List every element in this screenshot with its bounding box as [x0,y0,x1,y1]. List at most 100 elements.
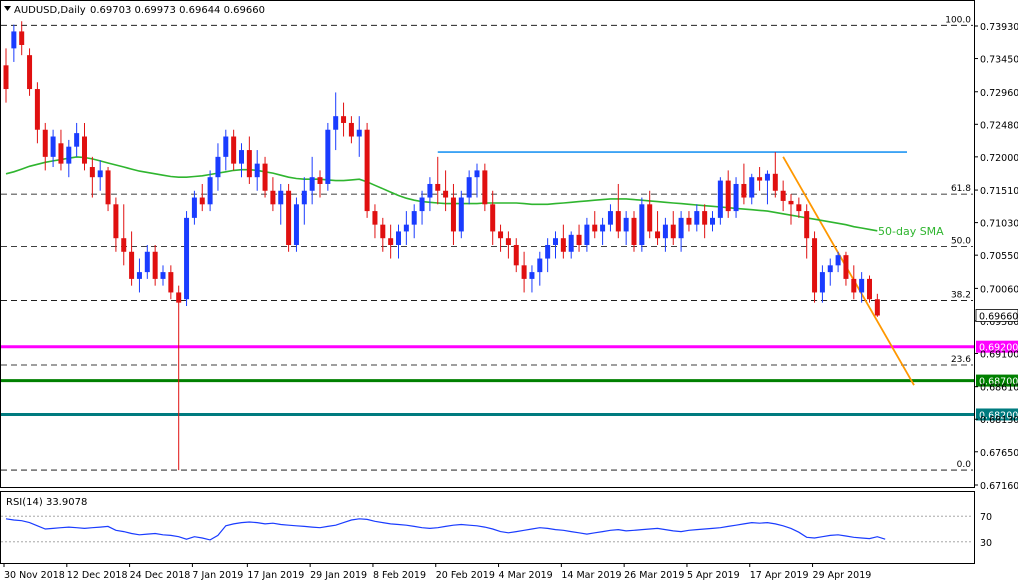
sma-layer [5,156,878,232]
price-tick-label: 0.67160 [980,481,1018,492]
fib-level-label: 100.0 [945,15,971,25]
price-tick-label: 0.72960 [980,88,1018,99]
candle-body [356,129,362,137]
candle-body [372,211,378,225]
candle-body [827,265,833,273]
date-tick-label: 20 Feb 2019 [436,570,495,581]
price-tick-label: 0.68610 [980,383,1018,394]
candle-body [553,238,558,245]
candle-body [184,217,190,300]
candle-body [286,190,292,245]
symbol-label: AUDUSD,Daily [14,5,86,16]
fibonacci-grid: 100.0 61.8 50.0 38.2 23.6 0.0 [1,15,973,471]
price-tick-label: 0.72480 [980,120,1018,131]
rsi-label: RSI(14) 33.9078 [6,497,87,508]
date-tick-label: 8 Feb 2019 [373,570,426,581]
candle-body [317,177,323,184]
candle-body [136,272,142,279]
rsi-level-label: 70 [980,512,992,523]
current-price-tag [975,309,1018,322]
support-lines [1,345,974,416]
candle-body [144,251,150,273]
candle-body [780,190,786,201]
candle-body [788,200,794,205]
candle-body [341,116,347,123]
candle-body [749,177,755,198]
candle-body [168,272,174,293]
candle-body [843,255,849,279]
candle-body [403,224,409,232]
support-price-tag [976,408,1018,421]
candle-body [741,183,747,198]
date-tick-label: 12 Dec 2018 [67,570,128,581]
dropdown-triangle-icon[interactable] [4,6,11,11]
price-tick-label: 0.71510 [980,186,1018,197]
candle-body [160,272,166,279]
candle-body [655,231,661,239]
candle-body [851,278,857,293]
candle-body [121,238,127,252]
candle-body [505,238,511,245]
candle-body [254,163,260,178]
candle-body [278,190,284,205]
candle-body [600,224,606,232]
candle-body [411,211,417,225]
candle-body [772,173,778,191]
candle-body [239,150,244,164]
candle-body [702,211,708,225]
candle-body [301,190,307,205]
candle-body [246,150,252,178]
candle-body [58,143,64,164]
candle-body [50,136,56,157]
candle-body [607,211,613,225]
resistance-lines [437,151,915,386]
sma-label: 50-day SMA [878,225,944,238]
candle-body [670,224,676,239]
price-tick-label: 0.72000 [980,153,1018,164]
fib-level-label: 38.2 [951,291,971,301]
candle-body [867,278,872,300]
candle-body [3,65,9,90]
candle-body [333,116,339,130]
candle-body [427,183,433,198]
candle-body [647,204,653,232]
candle-body [733,183,739,212]
candle-body [191,197,197,218]
candle-body [325,129,331,184]
candle-body [474,170,480,178]
descending-trendline [782,156,915,386]
rsi-layer [1,515,973,543]
price-tick-label: 0.70550 [980,251,1018,262]
candle-body [27,55,33,90]
candle-body [623,217,629,232]
candle-body [678,217,684,239]
rsi-line [5,518,886,541]
date-tick-label: 30 Nov 2018 [4,570,65,581]
date-tick-label: 29 Jan 2019 [310,570,367,581]
price-tick-label: 0.68130 [980,415,1018,426]
axes-layer: 0.69200 0.68700 0.68200 0.73930 0.73450 0.729… [3,22,1018,581]
candle-body [812,238,818,293]
candle-body [560,238,566,252]
candle-body [513,244,519,266]
candle-body [309,177,315,191]
candle-body [199,197,205,205]
candle-body [521,265,527,279]
candle-body [545,244,551,259]
price-tick-label: 0.71030 [980,219,1018,230]
support-price-label: 0.69200 [979,343,1018,354]
candle-body [859,278,865,293]
candle-body [835,255,841,266]
price-tick-label: 0.70060 [980,284,1018,295]
candle-body [458,197,464,232]
date-tick-label: 17 Apr 2019 [750,570,809,581]
candle-body [764,173,770,181]
candle-body [129,251,135,279]
candle-body [262,163,268,191]
date-tick-label: 26 Mar 2019 [624,570,684,581]
fib-level-label: 50.0 [951,236,971,246]
candle-body [450,197,456,232]
support-price-label: 0.68700 [979,377,1018,388]
rsi-level-label: 30 [980,538,992,549]
